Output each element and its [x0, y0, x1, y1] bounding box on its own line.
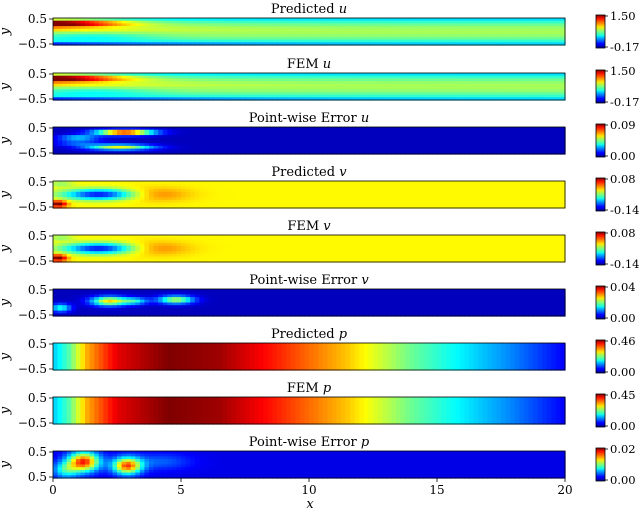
colorbar-tick-label: 0.08: [610, 226, 636, 240]
axes-frame: [52, 126, 566, 155]
panel-4: Predicted v 0.5 −0.5 y 0.08 -0.14: [0, 165, 640, 217]
colorbar: 0.02 0.00: [595, 442, 636, 487]
panel-title: FEM u: [287, 57, 331, 72]
colorbar-tick-label: 0.04: [610, 280, 636, 294]
y-axis-label: y: [0, 352, 13, 361]
y-tick-label: −0.5: [18, 416, 47, 430]
colorbar: 0.08 -0.14: [595, 172, 640, 217]
panel-title: Point-wise Error u: [249, 111, 369, 126]
y-axis-label: y: [0, 190, 13, 199]
x-tick-label: 0: [49, 483, 57, 497]
heatmap: [53, 235, 566, 263]
colorbar: 1.50 -0.17: [595, 64, 640, 109]
axes-frame: [52, 72, 566, 101]
y-tick-label: 0.5: [28, 445, 47, 459]
x-tick-label: 20: [557, 483, 572, 497]
panel-5: FEM v 0.5 −0.5 y 0.08 -0.14: [0, 219, 640, 271]
y-tick-label: 0.5: [28, 391, 47, 405]
heatmap: [53, 18, 566, 46]
y-tick-label: 0.5: [28, 67, 47, 81]
panel-title: Predicted v: [271, 165, 347, 180]
y-axis-label: y: [0, 82, 13, 91]
colorbar-tick-label: -0.14: [610, 257, 640, 271]
y-axis-label: y: [0, 27, 13, 36]
y-tick-label: −0.5: [18, 362, 47, 376]
colorbar-tick-label: 0.00: [610, 311, 636, 325]
panel-9: Point-wise Error p 0.5 0.5 y 0.02 0.00: [0, 435, 636, 487]
x-axis: 0 5 10 15 20 x: [49, 478, 573, 512]
panel-title: Predicted p: [271, 327, 348, 342]
colorbar-tick-label: 0.00: [610, 149, 636, 163]
colorbar-tick-label: 0.00: [610, 365, 636, 379]
panel-title: FEM p: [287, 381, 332, 396]
y-axis-label: y: [0, 460, 13, 469]
y-tick-label: −0.5: [18, 308, 47, 322]
colorbar-tick-label: 0.45: [610, 388, 636, 402]
y-tick-label: 0.5: [28, 470, 47, 484]
colorbar-tick-label: 1.50: [610, 64, 636, 78]
axes-frame: [52, 396, 566, 425]
heatmap: [53, 289, 566, 317]
panel-1: Predicted u 0.5 −0.5 y 1.50 -0.17: [0, 2, 640, 54]
x-axis-label: x: [306, 497, 314, 512]
y-tick-label: 0.5: [28, 229, 47, 243]
heatmap: [53, 73, 566, 101]
heatmap: [53, 181, 566, 209]
axes-frame: [52, 180, 566, 209]
colorbar-tick-label: 0.00: [610, 419, 636, 433]
heatmap: [53, 127, 566, 155]
y-tick-label: −0.5: [18, 92, 47, 106]
panel-2: FEM u 0.5 −0.5 y 1.50 -0.17: [0, 57, 640, 109]
heatmap: [53, 343, 566, 371]
x-tick-label: 15: [429, 483, 444, 497]
colorbar: 0.08 -0.14: [595, 226, 640, 271]
colorbar-tick-label: 0.08: [610, 172, 636, 186]
y-tick-label: −0.5: [18, 146, 47, 160]
y-axis-label: y: [0, 406, 13, 415]
panel-6: Point-wise Error v 0.5 −0.5 y 0.04 0.00: [0, 273, 636, 325]
panel-title: FEM v: [287, 219, 331, 234]
colorbar-tick-label: 1.50: [610, 9, 636, 23]
colorbar: 0.45 0.00: [595, 388, 636, 433]
colorbar: 0.46 0.00: [595, 334, 636, 379]
panel-title: Point-wise Error v: [249, 273, 369, 288]
x-tick-label: 5: [177, 483, 185, 497]
y-tick-label: 0.5: [28, 337, 47, 351]
y-tick-label: 0.5: [28, 283, 47, 297]
y-axis-label: y: [0, 244, 13, 253]
colorbar-tick-label: 0.09: [610, 118, 636, 132]
colorbar-tick-label: -0.14: [610, 203, 640, 217]
axes-frame: [52, 342, 566, 371]
y-tick-label: 0.5: [28, 175, 47, 189]
y-tick-label: −0.5: [18, 37, 47, 51]
y-tick-label: 0.5: [28, 121, 47, 135]
colorbar: 1.50 -0.17: [595, 9, 640, 54]
y-tick-label: 0.5: [28, 12, 47, 26]
colorbar-tick-label: -0.17: [610, 40, 640, 54]
panel-7: Predicted p 0.5 −0.5 y 0.46 0.00: [0, 327, 636, 379]
panel-8: FEM p 0.5 −0.5 y 0.45 0.00: [0, 381, 636, 433]
x-tick-label: 10: [301, 483, 316, 497]
y-axis-label: y: [0, 298, 13, 307]
colorbar-tick-label: 0.00: [610, 473, 636, 487]
y-axis-label: y: [0, 136, 13, 145]
axes-frame: [52, 17, 566, 46]
panel-title: Point-wise Error p: [249, 435, 370, 450]
panel-title: Predicted u: [271, 2, 347, 17]
y-tick-label: −0.5: [18, 254, 47, 268]
heatmap: [53, 397, 566, 425]
colorbar-tick-label: 0.02: [610, 442, 636, 456]
y-tick-label: −0.5: [18, 200, 47, 214]
axes-frame: [52, 234, 566, 263]
colorbar: 0.09 0.00: [595, 118, 636, 163]
colorbar: 0.04 0.00: [595, 280, 636, 325]
colorbar-tick-label: 0.46: [610, 334, 636, 348]
colorbar-tick-label: -0.17: [610, 95, 640, 109]
axes-frame: [52, 288, 566, 317]
heatmap: [53, 451, 566, 479]
panel-3: Point-wise Error u 0.5 −0.5 y 0.09 0.00: [0, 111, 636, 163]
